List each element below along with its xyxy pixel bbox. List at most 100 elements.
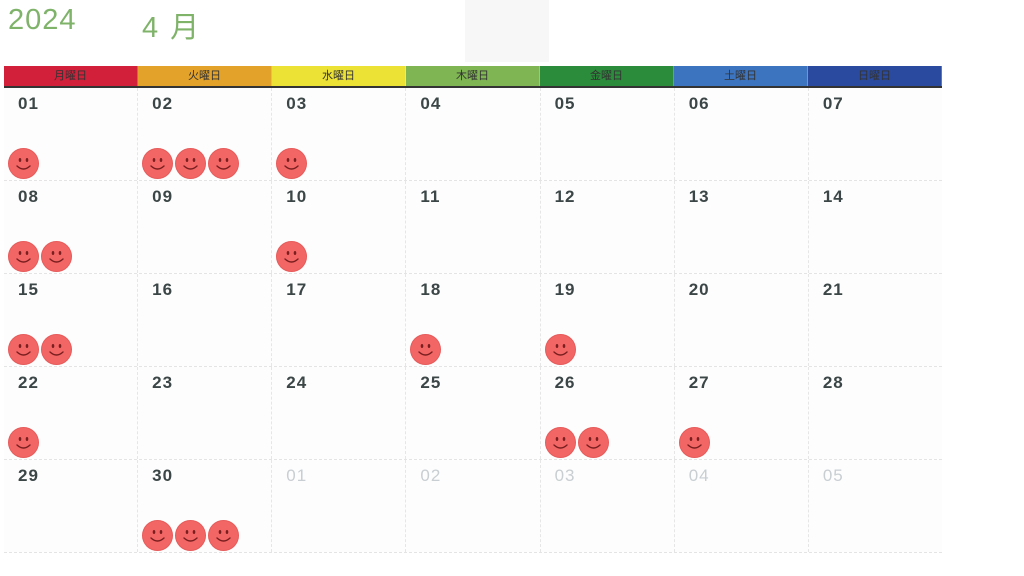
day-cell: 10 bbox=[272, 181, 407, 273]
day-cell: 03 bbox=[540, 460, 675, 552]
day-cell: 29 bbox=[4, 460, 139, 552]
day-number: 10 bbox=[286, 187, 308, 206]
weekday-label: 金曜日 bbox=[540, 66, 674, 86]
day-number: 04 bbox=[420, 94, 442, 113]
day-number: 20 bbox=[688, 280, 710, 299]
smiley-face-icon bbox=[41, 334, 72, 365]
weekday-label: 土曜日 bbox=[674, 66, 808, 86]
sticker-group bbox=[678, 427, 710, 458]
day-cell: 19 bbox=[540, 274, 675, 366]
day-number: 15 bbox=[18, 280, 39, 299]
day-cell: 21 bbox=[808, 274, 942, 366]
day-number: 02 bbox=[152, 94, 174, 113]
day-number: 22 bbox=[18, 373, 39, 392]
smiley-face-icon bbox=[410, 334, 442, 365]
day-cell: 27 bbox=[674, 367, 809, 459]
day-number: 02 bbox=[420, 466, 442, 485]
weekday-header: 月曜日 火曜日 水曜日 木曜日 金曜日 土曜日 日曜日 bbox=[4, 66, 942, 88]
day-cell: 30 bbox=[138, 460, 273, 552]
day-cell: 15 bbox=[4, 274, 139, 366]
calendar-year: 2024 bbox=[8, 4, 77, 36]
day-cell: 18 bbox=[406, 274, 541, 366]
weekday-label: 月曜日 bbox=[4, 66, 138, 86]
day-number: 29 bbox=[18, 466, 39, 485]
day-number: 28 bbox=[822, 373, 844, 392]
day-number: 07 bbox=[822, 94, 844, 113]
day-number: 05 bbox=[554, 94, 576, 113]
smiley-face-icon bbox=[544, 427, 576, 458]
week-row: 01 02 03 04 05 06 07 bbox=[4, 88, 942, 181]
sticker-group bbox=[410, 334, 442, 365]
smiley-face-icon bbox=[544, 334, 576, 365]
smiley-face-icon bbox=[142, 520, 174, 551]
week-row: 22 23 24 25 26 27 28 bbox=[4, 367, 942, 460]
smiley-face-icon bbox=[41, 241, 72, 272]
day-number: 17 bbox=[286, 280, 308, 299]
weekday-label: 火曜日 bbox=[138, 66, 272, 86]
week-row: 29 30 01 02 03 04 05 bbox=[4, 460, 942, 553]
day-number: 14 bbox=[822, 187, 844, 206]
day-cell: 04 bbox=[406, 88, 541, 180]
header-blank-area bbox=[465, 0, 549, 62]
day-cell: 09 bbox=[138, 181, 273, 273]
smiley-face-icon bbox=[8, 334, 39, 365]
day-number: 04 bbox=[688, 466, 710, 485]
day-number: 01 bbox=[286, 466, 308, 485]
week-row: 08 09 10 11 12 13 14 bbox=[4, 181, 942, 274]
weekday-label: 水曜日 bbox=[272, 66, 406, 86]
day-cell: 24 bbox=[272, 367, 407, 459]
sticker-group bbox=[8, 334, 72, 365]
day-cell: 07 bbox=[808, 88, 942, 180]
smiley-face-icon bbox=[8, 427, 39, 458]
day-number: 03 bbox=[286, 94, 308, 113]
smiley-face-icon bbox=[276, 148, 308, 179]
day-number: 01 bbox=[18, 94, 39, 113]
sticker-group bbox=[276, 241, 308, 272]
sticker-group bbox=[142, 148, 240, 179]
day-cell: 08 bbox=[4, 181, 139, 273]
day-number: 21 bbox=[822, 280, 844, 299]
smiley-face-icon bbox=[678, 427, 710, 458]
day-cell: 26 bbox=[540, 367, 675, 459]
sticker-group bbox=[8, 148, 39, 179]
month-calendar: 月曜日 火曜日 水曜日 木曜日 金曜日 土曜日 日曜日 01 02 03 04 05 06 07 08 09… bbox=[4, 66, 942, 553]
day-number: 25 bbox=[420, 373, 442, 392]
smiley-face-icon bbox=[175, 520, 207, 551]
day-cell: 02 bbox=[138, 88, 273, 180]
day-cell: 05 bbox=[808, 460, 942, 552]
day-cell: 28 bbox=[808, 367, 942, 459]
day-cell: 11 bbox=[406, 181, 541, 273]
week-row: 15 16 17 18 19 20 21 bbox=[4, 274, 942, 367]
day-cell: 22 bbox=[4, 367, 139, 459]
day-cell: 12 bbox=[540, 181, 675, 273]
day-cell: 05 bbox=[540, 88, 675, 180]
weekday-label: 木曜日 bbox=[406, 66, 540, 86]
day-number: 06 bbox=[688, 94, 710, 113]
sticker-group bbox=[544, 427, 609, 458]
sticker-group bbox=[142, 520, 240, 551]
sticker-group bbox=[276, 148, 308, 179]
day-number: 30 bbox=[152, 466, 174, 485]
day-number: 16 bbox=[152, 280, 174, 299]
smiley-face-icon bbox=[8, 148, 39, 179]
day-cell: 20 bbox=[674, 274, 809, 366]
smiley-face-icon bbox=[208, 148, 240, 179]
smiley-face-icon bbox=[175, 148, 207, 179]
sticker-group bbox=[544, 334, 576, 365]
day-cell: 06 bbox=[674, 88, 809, 180]
day-cell: 16 bbox=[138, 274, 273, 366]
day-cell: 23 bbox=[138, 367, 273, 459]
day-number: 23 bbox=[152, 373, 174, 392]
day-number: 24 bbox=[286, 373, 308, 392]
day-number: 19 bbox=[554, 280, 576, 299]
day-cell: 03 bbox=[272, 88, 407, 180]
weekday-label: 日曜日 bbox=[808, 66, 942, 86]
day-number: 08 bbox=[18, 187, 39, 206]
day-number: 26 bbox=[554, 373, 576, 392]
day-cell: 17 bbox=[272, 274, 407, 366]
day-cell: 01 bbox=[272, 460, 407, 552]
day-number: 03 bbox=[554, 466, 576, 485]
day-number: 11 bbox=[420, 187, 441, 206]
sticker-group bbox=[8, 427, 39, 458]
day-number: 27 bbox=[688, 373, 710, 392]
